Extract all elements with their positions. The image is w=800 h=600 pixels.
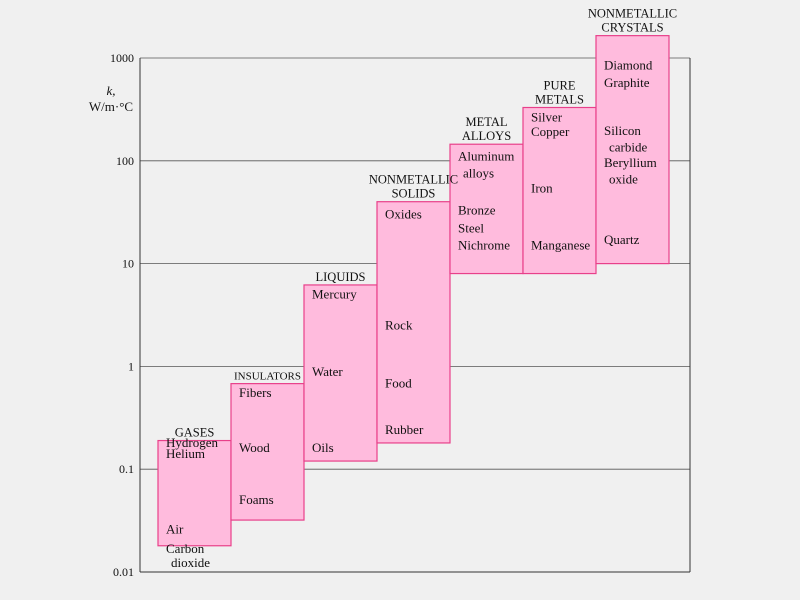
item-label: Rock <box>385 317 413 332</box>
item-label: Copper <box>531 124 570 139</box>
category-label: INSULATORS <box>234 371 301 383</box>
bar-gases <box>157 439 232 547</box>
category-label-line: GASES <box>175 426 215 440</box>
y-tick-label: 0.1 <box>119 462 134 476</box>
category-label-line: CRYSTALS <box>601 21 663 35</box>
item-label: Silicon <box>604 123 641 138</box>
item-label: Helium <box>166 446 205 461</box>
y-axis-label-line: k, <box>106 83 115 98</box>
item-label: Water <box>312 364 343 379</box>
item-label: Silver <box>531 109 563 124</box>
item-label: Mercury <box>312 287 357 302</box>
item-label: Food <box>385 376 412 391</box>
category-label: GASES <box>175 426 215 440</box>
y-tick-label: 1 <box>128 359 134 373</box>
category-label: NONMETALLIC SOLIDS <box>369 173 458 201</box>
category-label-line: NONMETALLIC <box>588 7 677 21</box>
item-label: Diamond <box>604 57 653 72</box>
y-axis-label-line: W/m·°C <box>89 99 133 114</box>
item-label: carbide <box>609 139 647 154</box>
item-label: oxide <box>609 171 638 186</box>
item-label: Air <box>166 521 184 536</box>
item-label: Hydrogen <box>166 435 218 450</box>
item-label: Carbon <box>166 541 205 556</box>
bar-nonmetallic-crystals <box>595 35 670 265</box>
category-label-line: ALLOYS <box>462 129 511 143</box>
axis-layer: 0.01 0.1 1 10 100 1000 k, W/m·°C <box>89 51 691 579</box>
item-label: Nichrome <box>458 237 510 252</box>
bar-nonmetallic-solids <box>376 201 451 444</box>
y-axis-label: k, W/m·°C <box>89 83 133 114</box>
category-label-line: PURE <box>544 78 576 92</box>
category-label: PURE METALS <box>535 78 584 106</box>
item-label: Beryllium <box>604 155 657 170</box>
item-label: Quartz <box>604 232 640 247</box>
item-label: alloys <box>463 166 494 181</box>
category-label-line: LIQUIDS <box>316 270 366 284</box>
bar-layer <box>157 35 670 547</box>
y-tick-label: 10 <box>122 257 134 271</box>
item-label: Oils <box>312 440 334 455</box>
item-label: Fibers <box>239 385 272 400</box>
category-label-line: NONMETALLIC <box>369 173 458 187</box>
bar-pure-metals <box>522 106 597 275</box>
y-tick-label: 1000 <box>110 51 134 65</box>
item-label: Manganese <box>531 237 590 252</box>
y-tick-label: 100 <box>116 154 134 168</box>
item-label: Aluminum <box>458 149 514 164</box>
item-label: Wood <box>239 440 270 455</box>
item-label: Foams <box>239 492 274 507</box>
category-label-line: INSULATORS <box>234 371 301 383</box>
category-label: NONMETALLIC CRYSTALS <box>588 7 677 35</box>
bar-metal-alloys <box>449 143 524 275</box>
category-label-line: METAL <box>465 115 507 129</box>
item-label: dioxide <box>171 555 210 570</box>
category-label: METAL ALLOYS <box>462 115 511 143</box>
item-label: Steel <box>458 220 484 235</box>
y-tick-label: 0.01 <box>113 565 134 579</box>
item-label: Oxides <box>385 207 422 222</box>
item-label: Rubber <box>385 422 424 437</box>
category-label: LIQUIDS <box>316 270 366 284</box>
item-label: Iron <box>531 180 553 195</box>
category-label-line: SOLIDS <box>392 187 436 201</box>
item-label: Graphite <box>604 75 650 90</box>
category-label-line: METALS <box>535 92 584 106</box>
item-label: Bronze <box>458 202 496 217</box>
